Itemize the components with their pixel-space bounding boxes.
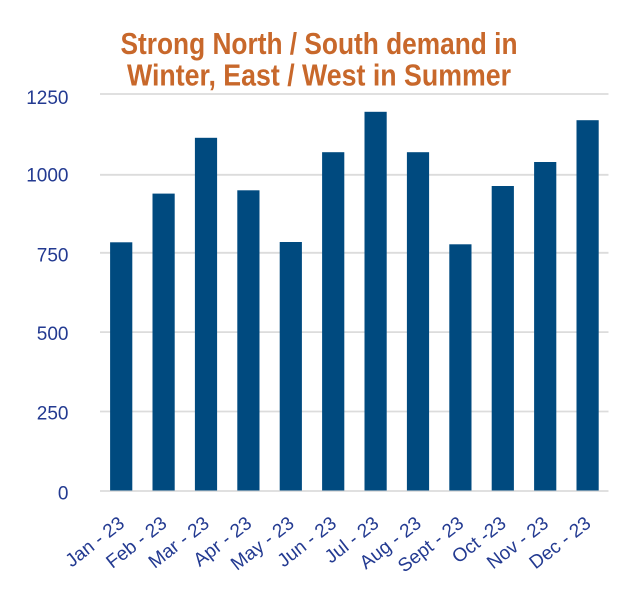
svg-text:250: 250 — [37, 403, 69, 424]
svg-text:Winter, East / West in Summer: Winter, East / West in Summer — [127, 57, 511, 92]
svg-text:500: 500 — [37, 324, 69, 345]
svg-text:1250: 1250 — [26, 88, 68, 109]
svg-text:750: 750 — [37, 246, 69, 267]
svg-text:0: 0 — [58, 484, 69, 505]
svg-text:1000: 1000 — [26, 166, 68, 187]
svg-text:Strong North / South demand in: Strong North / South demand in — [121, 26, 518, 61]
